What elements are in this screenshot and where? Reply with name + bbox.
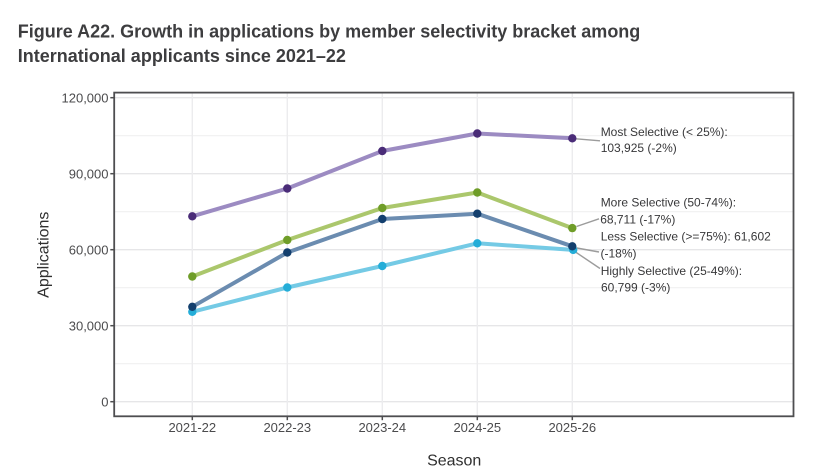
svg-text:60,000: 60,000 bbox=[69, 242, 109, 257]
svg-text:Highly Selective (25-49%):: Highly Selective (25-49%): bbox=[601, 264, 742, 278]
svg-text:International applicants since: International applicants since 2021–22 bbox=[18, 46, 346, 66]
svg-text:2021-22: 2021-22 bbox=[168, 420, 216, 435]
svg-text:Less Selective (>=75%): 61,602: Less Selective (>=75%): 61,602 bbox=[601, 230, 771, 244]
svg-text:30,000: 30,000 bbox=[69, 318, 109, 333]
svg-text:120,000: 120,000 bbox=[62, 90, 109, 105]
svg-text:2024-25: 2024-25 bbox=[453, 420, 501, 435]
svg-text:Applications: Applications bbox=[36, 212, 53, 298]
svg-text:60,799 (-3%): 60,799 (-3%) bbox=[601, 280, 670, 294]
svg-text:103,925 (-2%): 103,925 (-2%) bbox=[601, 141, 677, 155]
svg-text:(-18%): (-18%) bbox=[601, 247, 637, 261]
svg-text:Most Selective (< 25%):: Most Selective (< 25%): bbox=[601, 125, 728, 139]
svg-text:2023-24: 2023-24 bbox=[358, 420, 406, 435]
svg-text:0: 0 bbox=[101, 394, 108, 409]
svg-text:68,711 (-17%): 68,711 (-17%) bbox=[600, 212, 675, 226]
svg-text:90,000: 90,000 bbox=[69, 166, 109, 181]
svg-text:2022-23: 2022-23 bbox=[263, 420, 311, 435]
svg-text:Season: Season bbox=[427, 453, 481, 470]
svg-text:More Selective (50-74%):: More Selective (50-74%): bbox=[601, 195, 736, 209]
svg-text:Figure A22. Growth in applicat: Figure A22. Growth in applications by me… bbox=[18, 21, 641, 41]
svg-text:2025-26: 2025-26 bbox=[548, 420, 596, 435]
